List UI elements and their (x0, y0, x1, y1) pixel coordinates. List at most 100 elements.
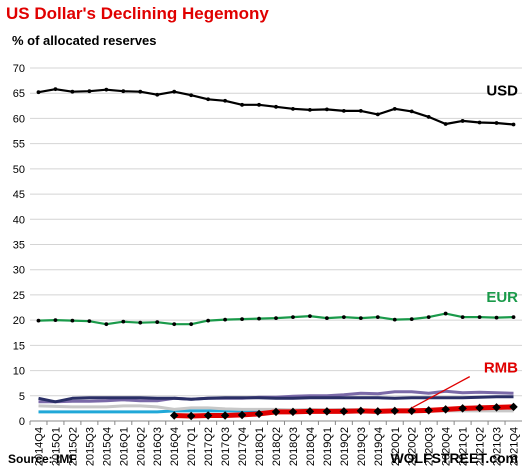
usd-point (223, 98, 228, 103)
x-tick-label: 2017Q1 (186, 427, 198, 466)
y-tick-label: 70 (13, 63, 25, 75)
x-tick-label: 2019Q3 (356, 427, 368, 466)
usd-point (291, 106, 295, 111)
x-tick-label: 2016Q1 (118, 427, 130, 466)
eur-point (443, 311, 448, 316)
eur-point (358, 316, 363, 321)
eur-point (477, 315, 482, 320)
usd-point (70, 89, 75, 94)
rmb-callout-line (411, 376, 471, 409)
other-3-series-line (38, 395, 514, 404)
x-tick-label: 2015Q3 (84, 427, 96, 466)
x-tick-label: 2021Q4 (509, 427, 521, 466)
rmb-point (458, 404, 467, 413)
x-tick-label: 2019Q1 (322, 427, 334, 466)
x-tick-label: 2014Q4 (33, 427, 45, 466)
x-tick-label: 2021Q1 (458, 427, 470, 466)
x-tick-label: 2020Q1 (390, 427, 402, 466)
y-tick-label: 65 (13, 88, 25, 100)
eur-point (36, 318, 41, 323)
x-tick-label: 2015Q2 (67, 427, 79, 466)
eur-point (138, 320, 143, 325)
eur-point (375, 315, 380, 320)
x-tick-label: 2018Q3 (288, 427, 300, 466)
rmb-point (475, 403, 484, 413)
usd-point (240, 102, 244, 107)
series-labels: USD EUR RMB (411, 83, 518, 409)
usd-point (172, 89, 177, 94)
usd-point (87, 89, 92, 94)
x-tick-label: 2020Q2 (407, 427, 419, 466)
rmb-point (271, 407, 281, 417)
x-tick-label: 2016Q2 (135, 427, 147, 466)
eur-point (324, 316, 329, 321)
usd-point (206, 97, 211, 102)
rmb-point (254, 409, 264, 419)
eur-point (426, 315, 431, 320)
x-tick-label: 2016Q4 (169, 427, 181, 466)
x-tick-label: 2021Q2 (475, 427, 487, 466)
eur-point (172, 322, 177, 327)
x-axis-ticks: 2014Q4 2015Q1 2015Q2 2015Q3 2015Q4 2016Q1 2016… (29, 421, 521, 466)
x-tick-label: 2021Q3 (492, 427, 504, 466)
eur-series-label: EUR (486, 289, 518, 306)
eur-point (53, 318, 58, 323)
eur-point (240, 317, 244, 322)
usd-point (155, 92, 160, 97)
eur-point (87, 319, 92, 324)
rmb-point (407, 406, 416, 416)
chart-title: US Dollar's Declining Hegemony (6, 4, 269, 23)
usd-point (375, 112, 380, 117)
rmb-point (203, 411, 213, 420)
usd-point (104, 87, 109, 92)
usd-point (121, 89, 126, 94)
rmb-point (424, 406, 433, 415)
y-tick-label: 60 (13, 113, 25, 125)
gridlines (30, 67, 522, 422)
eur-point (460, 315, 465, 320)
x-tick-label: 2017Q4 (237, 427, 249, 466)
usd-point (138, 89, 143, 94)
eur-point (392, 317, 397, 322)
eur-point (206, 318, 211, 323)
x-tick-label: 2020Q3 (424, 427, 436, 466)
eur-point (223, 317, 228, 322)
usd-point (257, 102, 261, 107)
y-tick-label: 55 (13, 139, 25, 151)
chart-subtitle: % of allocated reserves (12, 33, 157, 48)
y-tick-label: 40 (13, 214, 25, 226)
usd-point (409, 109, 414, 114)
usd-point (36, 90, 41, 95)
eur-point (511, 315, 516, 320)
rmb-point (305, 407, 315, 416)
rmb-point (186, 411, 196, 421)
usd-point (443, 122, 448, 126)
rmb-point (509, 402, 518, 412)
usd-point (426, 115, 431, 119)
eur-point (121, 319, 126, 324)
usd-point (324, 107, 329, 112)
usd-point (274, 104, 278, 109)
y-tick-label: 45 (13, 189, 25, 201)
rmb-point (390, 406, 400, 416)
x-tick-label: 2017Q2 (203, 427, 215, 466)
usd-point (494, 121, 499, 125)
x-tick-label: 2016Q3 (152, 427, 164, 466)
x-tick-label: 2017Q3 (220, 427, 232, 466)
rmb-point (237, 410, 247, 420)
x-tick-label: 2015Q4 (101, 427, 113, 466)
rmb-point (441, 405, 450, 414)
x-tick-label: 2018Q2 (271, 427, 283, 466)
rmb-point (339, 407, 349, 416)
rmb-point (492, 403, 501, 412)
usd-point (511, 122, 516, 127)
usd-point (460, 119, 465, 123)
y-axis-ticks: 0 5 10 15 20 25 30 35 40 45 50 55 60 65 70 (13, 63, 25, 428)
x-tick-label: 2019Q4 (373, 427, 385, 466)
eur-point (257, 316, 261, 321)
eur-point (274, 316, 278, 321)
rmb-series-label: RMB (484, 360, 518, 377)
rmb-point (356, 406, 366, 416)
usd-point (358, 108, 363, 113)
